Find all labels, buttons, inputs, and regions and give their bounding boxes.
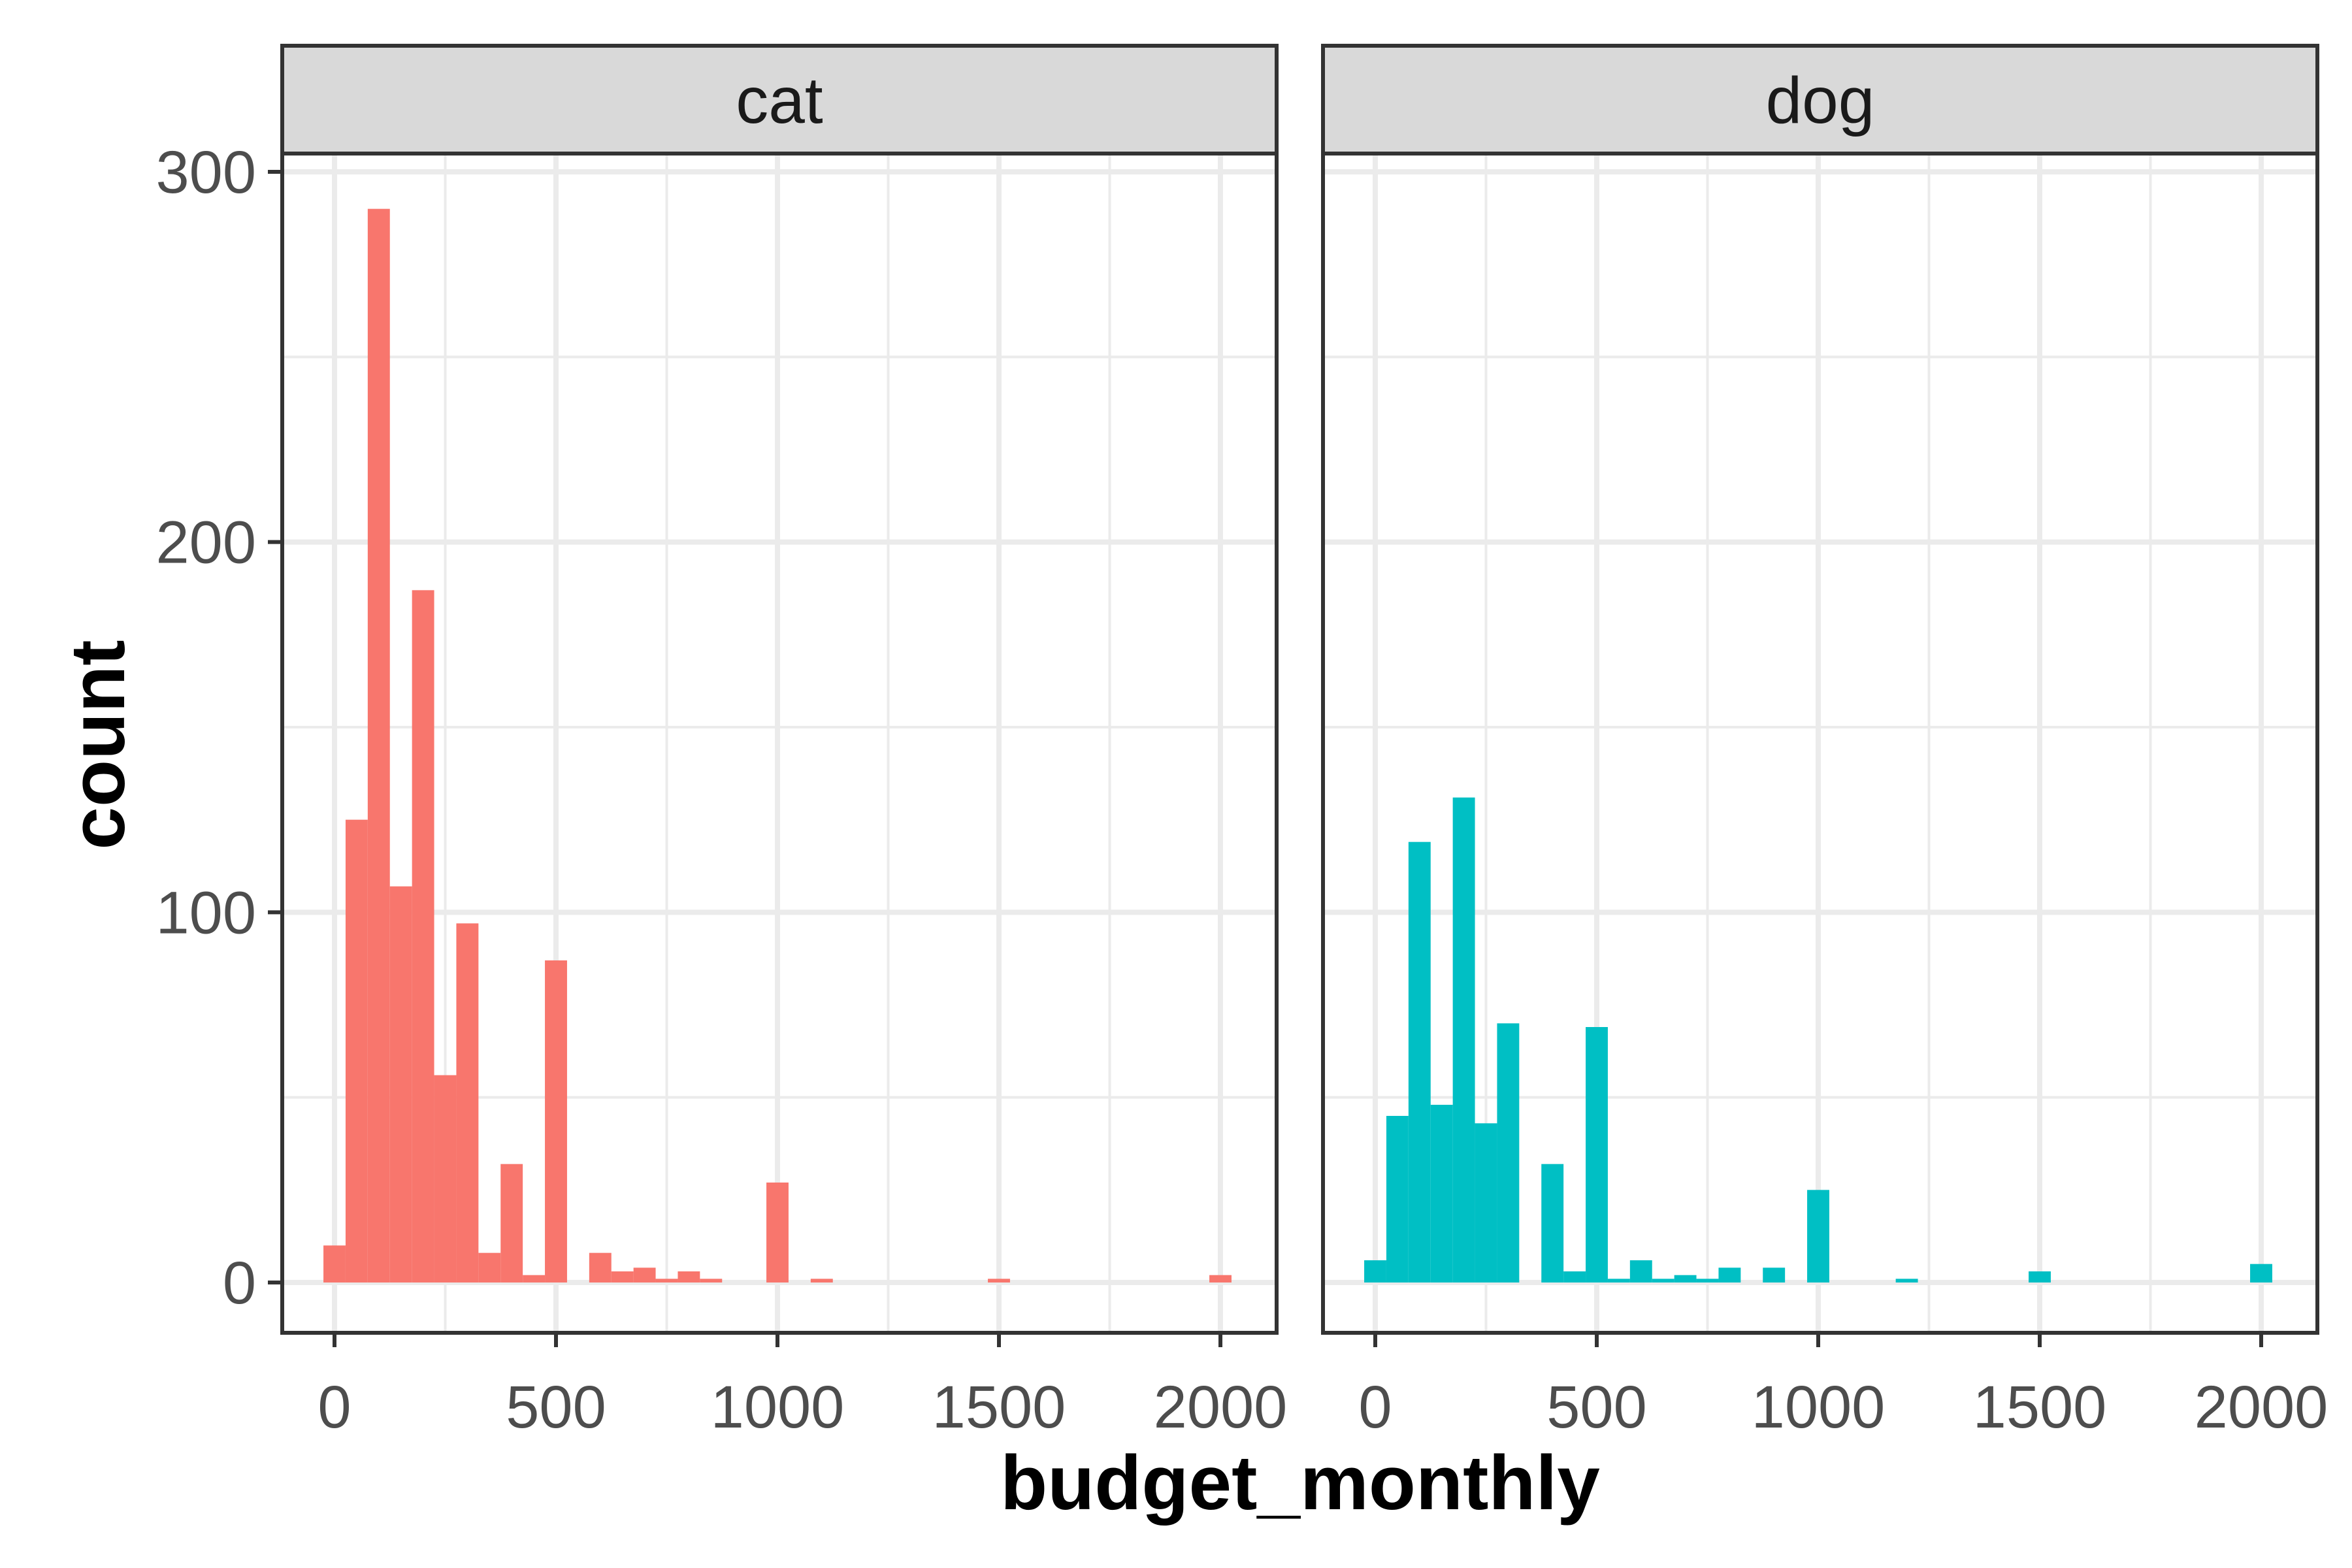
y-axis-title: count [55,640,141,849]
histogram-bar [1209,1275,1232,1282]
histogram-bar [1895,1279,1918,1282]
x-axis-title: budget_monthly [1000,1440,1600,1526]
x-tick-label: 2000 [2195,1374,2328,1441]
histogram-bar [389,886,412,1282]
histogram-bar [655,1279,678,1282]
histogram-bar [1386,1116,1409,1282]
histogram-bar [323,1245,346,1282]
facet-panel-dog: dog 0 500 1000 1500 2000 [1321,44,2328,1441]
histogram-bar [1408,841,1431,1282]
histogram-bar [1696,1279,1719,1282]
histogram-bar [1586,1027,1608,1282]
histogram-bar [2250,1264,2272,1282]
histogram-bar [345,819,368,1282]
facet-strip-label: dog [1766,64,1875,137]
histogram-bar [611,1271,634,1282]
histogram-bar [589,1252,612,1282]
histogram-bar [1541,1164,1564,1282]
x-tick-label: 1500 [1973,1374,2107,1441]
histogram-bar [700,1279,723,1282]
histogram-bar [1475,1123,1497,1282]
y-tick-label: 100 [156,879,257,946]
histogram-bar [500,1164,523,1282]
histogram-bar [434,1075,457,1282]
histogram-bar [367,208,390,1283]
histogram-bar [478,1252,501,1282]
histogram-bar [1452,797,1475,1282]
y-tick-label: 200 [156,510,257,576]
histogram-bar [1563,1271,1586,1282]
histogram-bars-dog [1364,797,2272,1282]
x-tick-label: 1000 [1752,1374,1886,1441]
histogram-bar [766,1183,789,1282]
histogram-bar [1718,1267,1741,1282]
histogram-bar [1364,1260,1386,1282]
y-tick-label: 0 [223,1250,256,1316]
x-tick-label: 500 [1546,1374,1647,1441]
histogram-bars-cat [323,208,1232,1283]
x-tick-label: 500 [506,1374,606,1441]
histogram-bar [810,1279,833,1282]
histogram-bar [523,1275,546,1282]
x-tick-label: 1000 [711,1374,845,1441]
histogram-bar [1607,1279,1630,1282]
facet-panels: cat 0 500 1000 1500 2000 dog 0 500 1000 1500 2000 [280,44,2328,1441]
histogram-bar [412,590,434,1283]
histogram-bar [1430,1105,1453,1282]
histogram-bar [678,1271,700,1282]
facet-panel-cat: cat 0 500 1000 1500 2000 [280,44,1288,1441]
histogram-bar [1497,1023,1520,1282]
histogram-bar [1629,1260,1652,1282]
facet-strip [280,44,1279,155]
histogram-bar [456,923,479,1282]
y-axis: 0 100 200 300 [156,139,282,1316]
facet-strip-label: cat [736,64,823,137]
histogram-bar [1763,1267,1786,1282]
y-tick-label: 300 [156,139,257,206]
x-tick-label: 2000 [1154,1374,1288,1441]
histogram-bar [1807,1190,1829,1282]
histogram-bar [988,1279,1010,1282]
x-tick-label: 0 [1358,1374,1392,1441]
facet-strip [1321,44,2319,155]
histogram-bar [1652,1279,1674,1282]
histogram-bar [545,960,567,1282]
histogram-bar [633,1267,656,1282]
x-tick-label: 0 [318,1374,351,1441]
histogram-bar [1674,1275,1697,1282]
histogram-bar [2029,1271,2051,1282]
x-tick-label: 1500 [932,1374,1066,1441]
